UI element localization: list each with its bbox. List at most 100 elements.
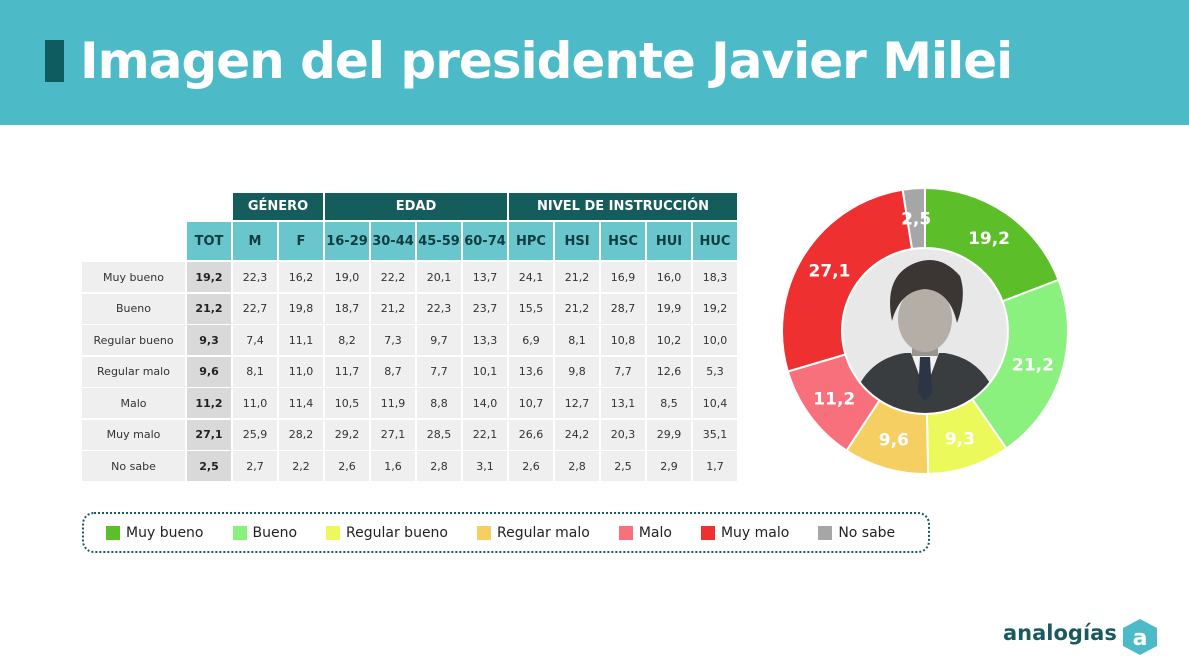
legend-label: Regular bueno — [346, 524, 448, 541]
table-cell: 14,0 — [463, 388, 507, 418]
legend-item: Muy bueno — [106, 525, 204, 541]
table-cell: 25,9 — [233, 419, 277, 450]
table-cell: 22,2 — [371, 262, 415, 292]
table-cell: 11,0 — [279, 356, 323, 387]
legend-swatch — [700, 525, 715, 540]
table-cell: 19,2 — [693, 293, 737, 324]
column-header: 16-29 — [325, 222, 369, 260]
row-label: No sabe — [82, 451, 185, 481]
table-cell: 10,2 — [647, 325, 691, 355]
group-header: EDAD — [325, 193, 507, 220]
table-cell: 27,1 — [371, 419, 415, 450]
table-cell: 8,1 — [555, 325, 599, 355]
table-cell: 21,2 — [555, 293, 599, 324]
table-cell: 24,2 — [555, 419, 599, 450]
table-cell: 21,2 — [371, 293, 415, 324]
row-label: Muy bueno — [82, 262, 185, 292]
table-cell: 21,2 — [555, 262, 599, 292]
legend-label: Muy bueno — [126, 524, 204, 541]
table-cell: 8,7 — [371, 356, 415, 387]
table-cell: 22,3 — [417, 293, 461, 324]
table-cell: 11,9 — [371, 388, 415, 418]
table-cell: 19,9 — [647, 293, 691, 324]
legend-item: Regular malo — [477, 525, 590, 541]
table-cell: 2,6 — [325, 451, 369, 481]
table-cell: 16,2 — [279, 262, 323, 292]
table-cell: 6,9 — [509, 325, 553, 355]
table-cell: 8,2 — [325, 325, 369, 355]
table-cell: 28,7 — [601, 293, 645, 324]
donut-slice — [970, 278, 1069, 450]
total-cell: 9,6 — [187, 356, 231, 387]
column-header: HSC — [601, 222, 645, 260]
table-cell: 19,8 — [279, 293, 323, 324]
donut-chart: 19,2 21,2 9,3 9,6 11,2 27,1 2,5 — [781, 186, 1069, 475]
table-cell: 8,1 — [233, 356, 277, 387]
table-cell: 15,5 — [509, 293, 553, 324]
column-header: HUC — [693, 222, 737, 260]
table-cell: 16,0 — [647, 262, 691, 292]
table-cell: 22,3 — [233, 262, 277, 292]
row-label: Malo — [82, 388, 185, 418]
donut-slice — [901, 186, 926, 251]
table-cell: 22,7 — [233, 293, 277, 324]
table-cell: 1,7 — [693, 451, 737, 481]
slice-value-label: 27,1 — [808, 262, 850, 282]
legend-item: No sabe — [818, 525, 895, 541]
table-cell: 9,7 — [417, 325, 461, 355]
group-header: GÉNERO — [233, 193, 323, 220]
column-header: 60-74 — [463, 222, 507, 260]
table-cell: 11,7 — [325, 356, 369, 387]
table-cell: 12,7 — [555, 388, 599, 418]
slice-value-label: 2,5 — [901, 209, 931, 229]
row-label: Bueno — [82, 293, 185, 324]
total-cell: 9,3 — [187, 325, 231, 355]
slice-value-label: 19,2 — [968, 229, 1010, 249]
table-cell: 16,9 — [601, 262, 645, 292]
table-cell: 28,5 — [417, 419, 461, 450]
logo-text: analogías — [1003, 621, 1117, 645]
legend-item: Bueno — [232, 524, 298, 541]
page-title: Imagen del presidente Javier Milei — [80, 32, 1013, 90]
table-cell: 28,2 — [279, 419, 323, 450]
table-cell: 2,9 — [647, 451, 691, 481]
table-cell: 2,2 — [279, 451, 323, 481]
table-cell: 20,1 — [417, 262, 461, 292]
row-label: Regular malo — [82, 356, 185, 387]
column-header: 45-59 — [417, 222, 461, 260]
table-cell: 10,1 — [463, 356, 507, 387]
analogias-logo-icon: a — [1123, 619, 1157, 655]
legend-label: No sabe — [838, 524, 896, 541]
table-cell: 29,2 — [325, 419, 369, 450]
legend-label: Regular malo — [497, 524, 590, 541]
table-cell: 11,4 — [279, 388, 323, 418]
total-cell: 21,2 — [187, 293, 231, 324]
legend-item: Malo — [618, 524, 672, 541]
total-cell: 19,2 — [187, 262, 231, 292]
table-cell: 1,6 — [371, 451, 415, 481]
table-cell: 10,8 — [601, 325, 645, 355]
total-cell: 11,2 — [187, 388, 231, 418]
table-cell: 13,1 — [601, 388, 645, 418]
group-header: NIVEL DE INSTRUCCIÓN — [509, 193, 737, 220]
legend-label: Muy malo — [720, 524, 790, 541]
table-cell: 3,1 — [463, 451, 507, 481]
table-cell: 8,5 — [647, 388, 691, 418]
column-header: HUI — [647, 222, 691, 260]
legend-label: Malo — [638, 524, 672, 541]
legend-label: Bueno — [252, 524, 298, 541]
table-cell: 5,3 — [693, 356, 737, 387]
column-header: HPC — [509, 222, 553, 260]
table-cell: 10,4 — [693, 388, 737, 418]
column-header: HSI — [555, 222, 599, 260]
table-cell: 2,8 — [555, 451, 599, 481]
legend-item: Regular bueno — [326, 525, 448, 541]
table-cell: 11,0 — [233, 388, 277, 418]
legend-item: Muy malo — [700, 524, 790, 541]
table-cell: 2,5 — [601, 451, 645, 481]
table-cell: 12,6 — [647, 356, 691, 387]
table-cell: 29,9 — [647, 419, 691, 450]
legend-swatch — [232, 525, 247, 540]
table-cell: 10,0 — [693, 325, 737, 355]
table-cell: 13,3 — [463, 325, 507, 355]
